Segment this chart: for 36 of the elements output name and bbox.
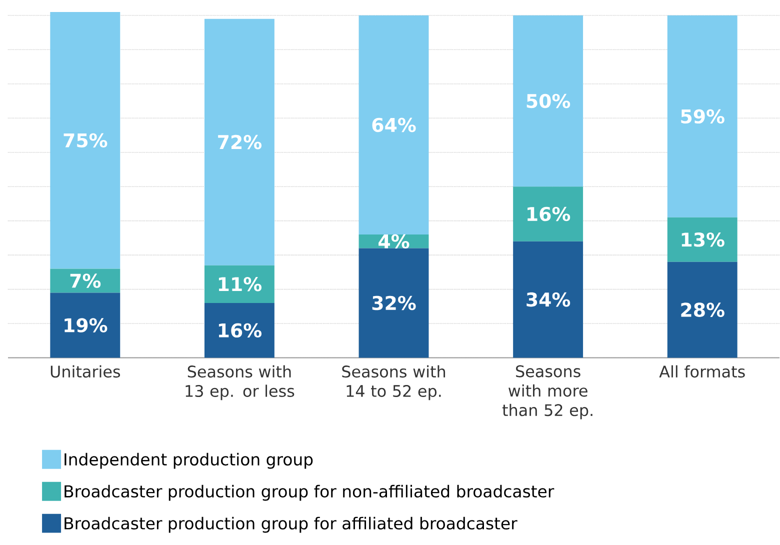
x-tick-label: Seasons with more than 52 ep. xyxy=(502,365,592,420)
bar xyxy=(50,292,120,358)
data-label: 28% xyxy=(681,302,724,318)
bar xyxy=(513,186,584,242)
data-label: 13% xyxy=(682,232,724,247)
x-tick-label: Seasons with 13 ep. or less xyxy=(186,365,294,400)
data-label: 16% xyxy=(218,323,262,338)
data-label: 7% xyxy=(70,274,101,288)
data-label: 16% xyxy=(528,206,570,222)
bar xyxy=(50,12,120,269)
x-tick-label: All formats xyxy=(659,365,745,378)
bar xyxy=(358,16,429,235)
bar xyxy=(667,218,738,262)
data-label: 64% xyxy=(372,118,416,132)
data-label: 34% xyxy=(526,292,570,307)
bar xyxy=(667,16,738,218)
data-label: 59% xyxy=(681,109,724,124)
data-label: 75% xyxy=(64,133,108,148)
legend-label: Broadcaster production group for non-affiliated broadcaster xyxy=(64,485,554,501)
bar xyxy=(204,266,274,304)
data-label: 19% xyxy=(64,318,108,333)
bar xyxy=(667,262,738,358)
data-label: 4% xyxy=(378,234,410,249)
legend-label: Independent production group xyxy=(64,453,313,469)
x-tick-label: Unitaries xyxy=(50,365,120,378)
data-label: 11% xyxy=(218,277,262,292)
bar xyxy=(513,242,584,358)
bar xyxy=(204,303,274,358)
legend-label: Broadcaster production group for affiliated broadcaster xyxy=(64,516,518,533)
data-label: 50% xyxy=(526,94,570,108)
data-label: 72% xyxy=(218,135,262,150)
bar xyxy=(513,16,584,187)
x-tick-label: Seasons with 14 to 52 ep. xyxy=(342,365,446,400)
data-label: 32% xyxy=(372,296,416,310)
bar xyxy=(358,248,429,358)
bar xyxy=(204,19,274,266)
